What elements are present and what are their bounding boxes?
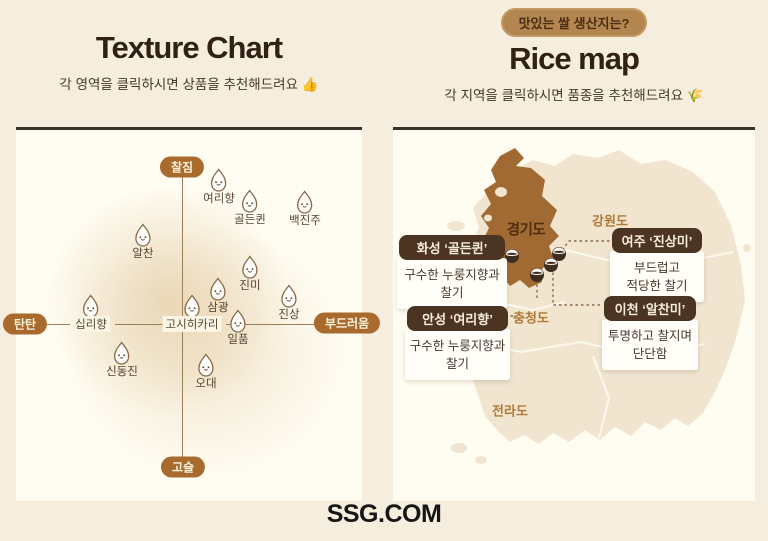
callout-yeoju-desc: 부드럽고 적당한 찰기 [610, 251, 704, 303]
rice-map-subtitle-text: 각 지역을 클릭하시면 품종을 추천해드려요 [444, 88, 683, 103]
chart-rice-item[interactable]: 진미 [239, 255, 261, 293]
ssg-logo: SSG.COM [326, 500, 442, 528]
rice-grain-icon [230, 309, 246, 333]
rice-grain-icon [211, 168, 227, 192]
island-shape [475, 456, 487, 464]
callout-anseong[interactable]: 안성 ‘여리향’ 구수한 누룽지향과 찰기 [405, 306, 510, 381]
rice-grain-icon [83, 294, 99, 318]
rice-grain-icon [297, 190, 313, 214]
rice-map-title: Rice map [509, 41, 640, 76]
axis-label-sticky[interactable]: 찰짐 [159, 156, 205, 178]
chart-rice-item-label: 여리향 [203, 193, 235, 205]
axis-label-soft[interactable]: 부드러움 [313, 312, 381, 334]
rice-grain-icon [114, 341, 130, 365]
chart-rice-item-label: 진미 [239, 280, 261, 292]
callout-hwaseong-title: 화성 ‘골든퀸’ [399, 235, 505, 260]
callout-anseong-desc: 구수한 누룽지향과 찰기 [405, 329, 510, 381]
chart-rice-item[interactable]: 고시히카리 [162, 294, 222, 332]
region-label-chungcheong[interactable]: 충청도 [513, 310, 549, 326]
region-label-gangwon[interactable]: 강원도 [592, 213, 628, 229]
rice-map-subtitle: 각 지역을 클릭하시면 품종을 추천해드려요 🌾 [393, 84, 755, 104]
rice-map-badge: 맛있는 쌀 생산지는? [500, 8, 648, 37]
rice-grain-icon [210, 277, 226, 301]
rice-bowl-marker-icon[interactable] [530, 268, 545, 283]
horizontal-axis-line [226, 324, 318, 325]
chart-rice-item[interactable]: 삼광 [207, 277, 229, 315]
chart-rice-item-label: 알찬 [132, 248, 154, 260]
chart-rice-item-label: 진상 [278, 309, 300, 321]
rice-grain-icon [198, 353, 214, 377]
rice-map-panel: 경기도 강원도 충청도 전라도 화성 ‘골든퀸’ 구수한 누룽지향과 찰기 여주… [393, 127, 755, 501]
callout-icheon[interactable]: 이천 ‘알찬미’ 투명하고 찰지며 단단함 [602, 296, 698, 371]
texture-chart-header: Texture Chart 각 영역을 클릭하시면 상품을 추천해드려요 👍 [16, 0, 362, 93]
region-label-jeolla[interactable]: 전라도 [492, 403, 528, 419]
chart-rice-item[interactable]: 오대 [195, 353, 217, 391]
chart-rice-item[interactable]: 일품 [227, 309, 249, 347]
korea-map: 경기도 강원도 충청도 전라도 화성 ‘골든퀸’ 구수한 누룽지향과 찰기 여주… [393, 130, 755, 503]
chart-rice-item-label: 고시히카리 [162, 316, 222, 332]
horizontal-axis-line [46, 324, 70, 325]
rice-map-header: 맛있는 쌀 생산지는? Rice map 각 지역을 클릭하시면 품종을 추천해… [393, 0, 755, 104]
chart-rice-item-label: 오대 [195, 378, 217, 390]
rice-grain-icon [242, 189, 258, 213]
chart-rice-item-label: 골든퀸 [234, 214, 266, 226]
texture-chart-subtitle: 각 영역을 클릭하시면 상품을 추천해드려요 👍 [16, 73, 362, 93]
callout-yeoju[interactable]: 여주 ‘진상미’ 부드럽고 적당한 찰기 [610, 228, 704, 303]
seoul-notch [495, 187, 507, 197]
rice-grain-icon [281, 284, 297, 308]
chart-rice-item-label: 일품 [227, 334, 249, 346]
chart-rice-item[interactable]: 진상 [278, 284, 300, 322]
callout-yeoju-title: 여주 ‘진상미’ [611, 228, 703, 253]
thumbs-up-icon: 👍 [301, 77, 319, 92]
chart-rice-item-label: 삼광 [207, 302, 229, 314]
callout-hwaseong-desc: 구수한 누룽지향과 찰기 [397, 258, 507, 310]
rice-bowl-marker-icon[interactable] [544, 258, 559, 273]
rice-grain-icon [135, 223, 151, 247]
chart-rice-item[interactable]: 백진주 [289, 190, 321, 228]
island-shape [743, 244, 751, 252]
chart-rice-item[interactable]: 여리향 [203, 168, 235, 206]
chart-rice-item-label: 백진주 [289, 215, 321, 227]
island-shape [447, 221, 465, 231]
callout-icheon-desc: 투명하고 찰지며 단단함 [602, 319, 698, 371]
rice-bowl-marker-icon[interactable] [552, 247, 567, 262]
rice-grain-icon [242, 255, 258, 279]
axis-label-firm[interactable]: 탄탄 [2, 313, 48, 335]
incheon-notch [484, 214, 492, 222]
callout-anseong-title: 안성 ‘여리향’ [407, 306, 508, 331]
chart-rice-item-label: 십리향 [72, 316, 110, 332]
chart-rice-item[interactable]: 십리향 [72, 294, 110, 332]
horizontal-axis-line [115, 324, 164, 325]
rice-bowl-marker-icon[interactable] [505, 249, 520, 264]
chart-rice-item[interactable]: 골든퀸 [234, 189, 266, 227]
texture-chart-subtitle-text: 각 영역을 클릭하시면 상품을 추천해드려요 [59, 77, 298, 92]
callout-hwaseong[interactable]: 화성 ‘골든퀸’ 구수한 누룽지향과 찰기 [397, 235, 507, 310]
rice-sprig-icon: 🌾 [686, 88, 704, 103]
region-label-gyeonggi[interactable]: 경기도 [506, 222, 546, 239]
rice-grain-icon [184, 294, 200, 318]
axis-label-fluffy[interactable]: 고슬 [160, 456, 206, 478]
chart-rice-item[interactable]: 신동진 [106, 341, 138, 379]
chart-rice-item[interactable]: 알찬 [132, 223, 154, 261]
callout-icheon-title: 이천 ‘알찬미’ [603, 296, 697, 321]
chart-rice-item-label: 신동진 [106, 366, 138, 378]
texture-chart-title: Texture Chart [95, 30, 283, 65]
island-shape [451, 443, 467, 453]
